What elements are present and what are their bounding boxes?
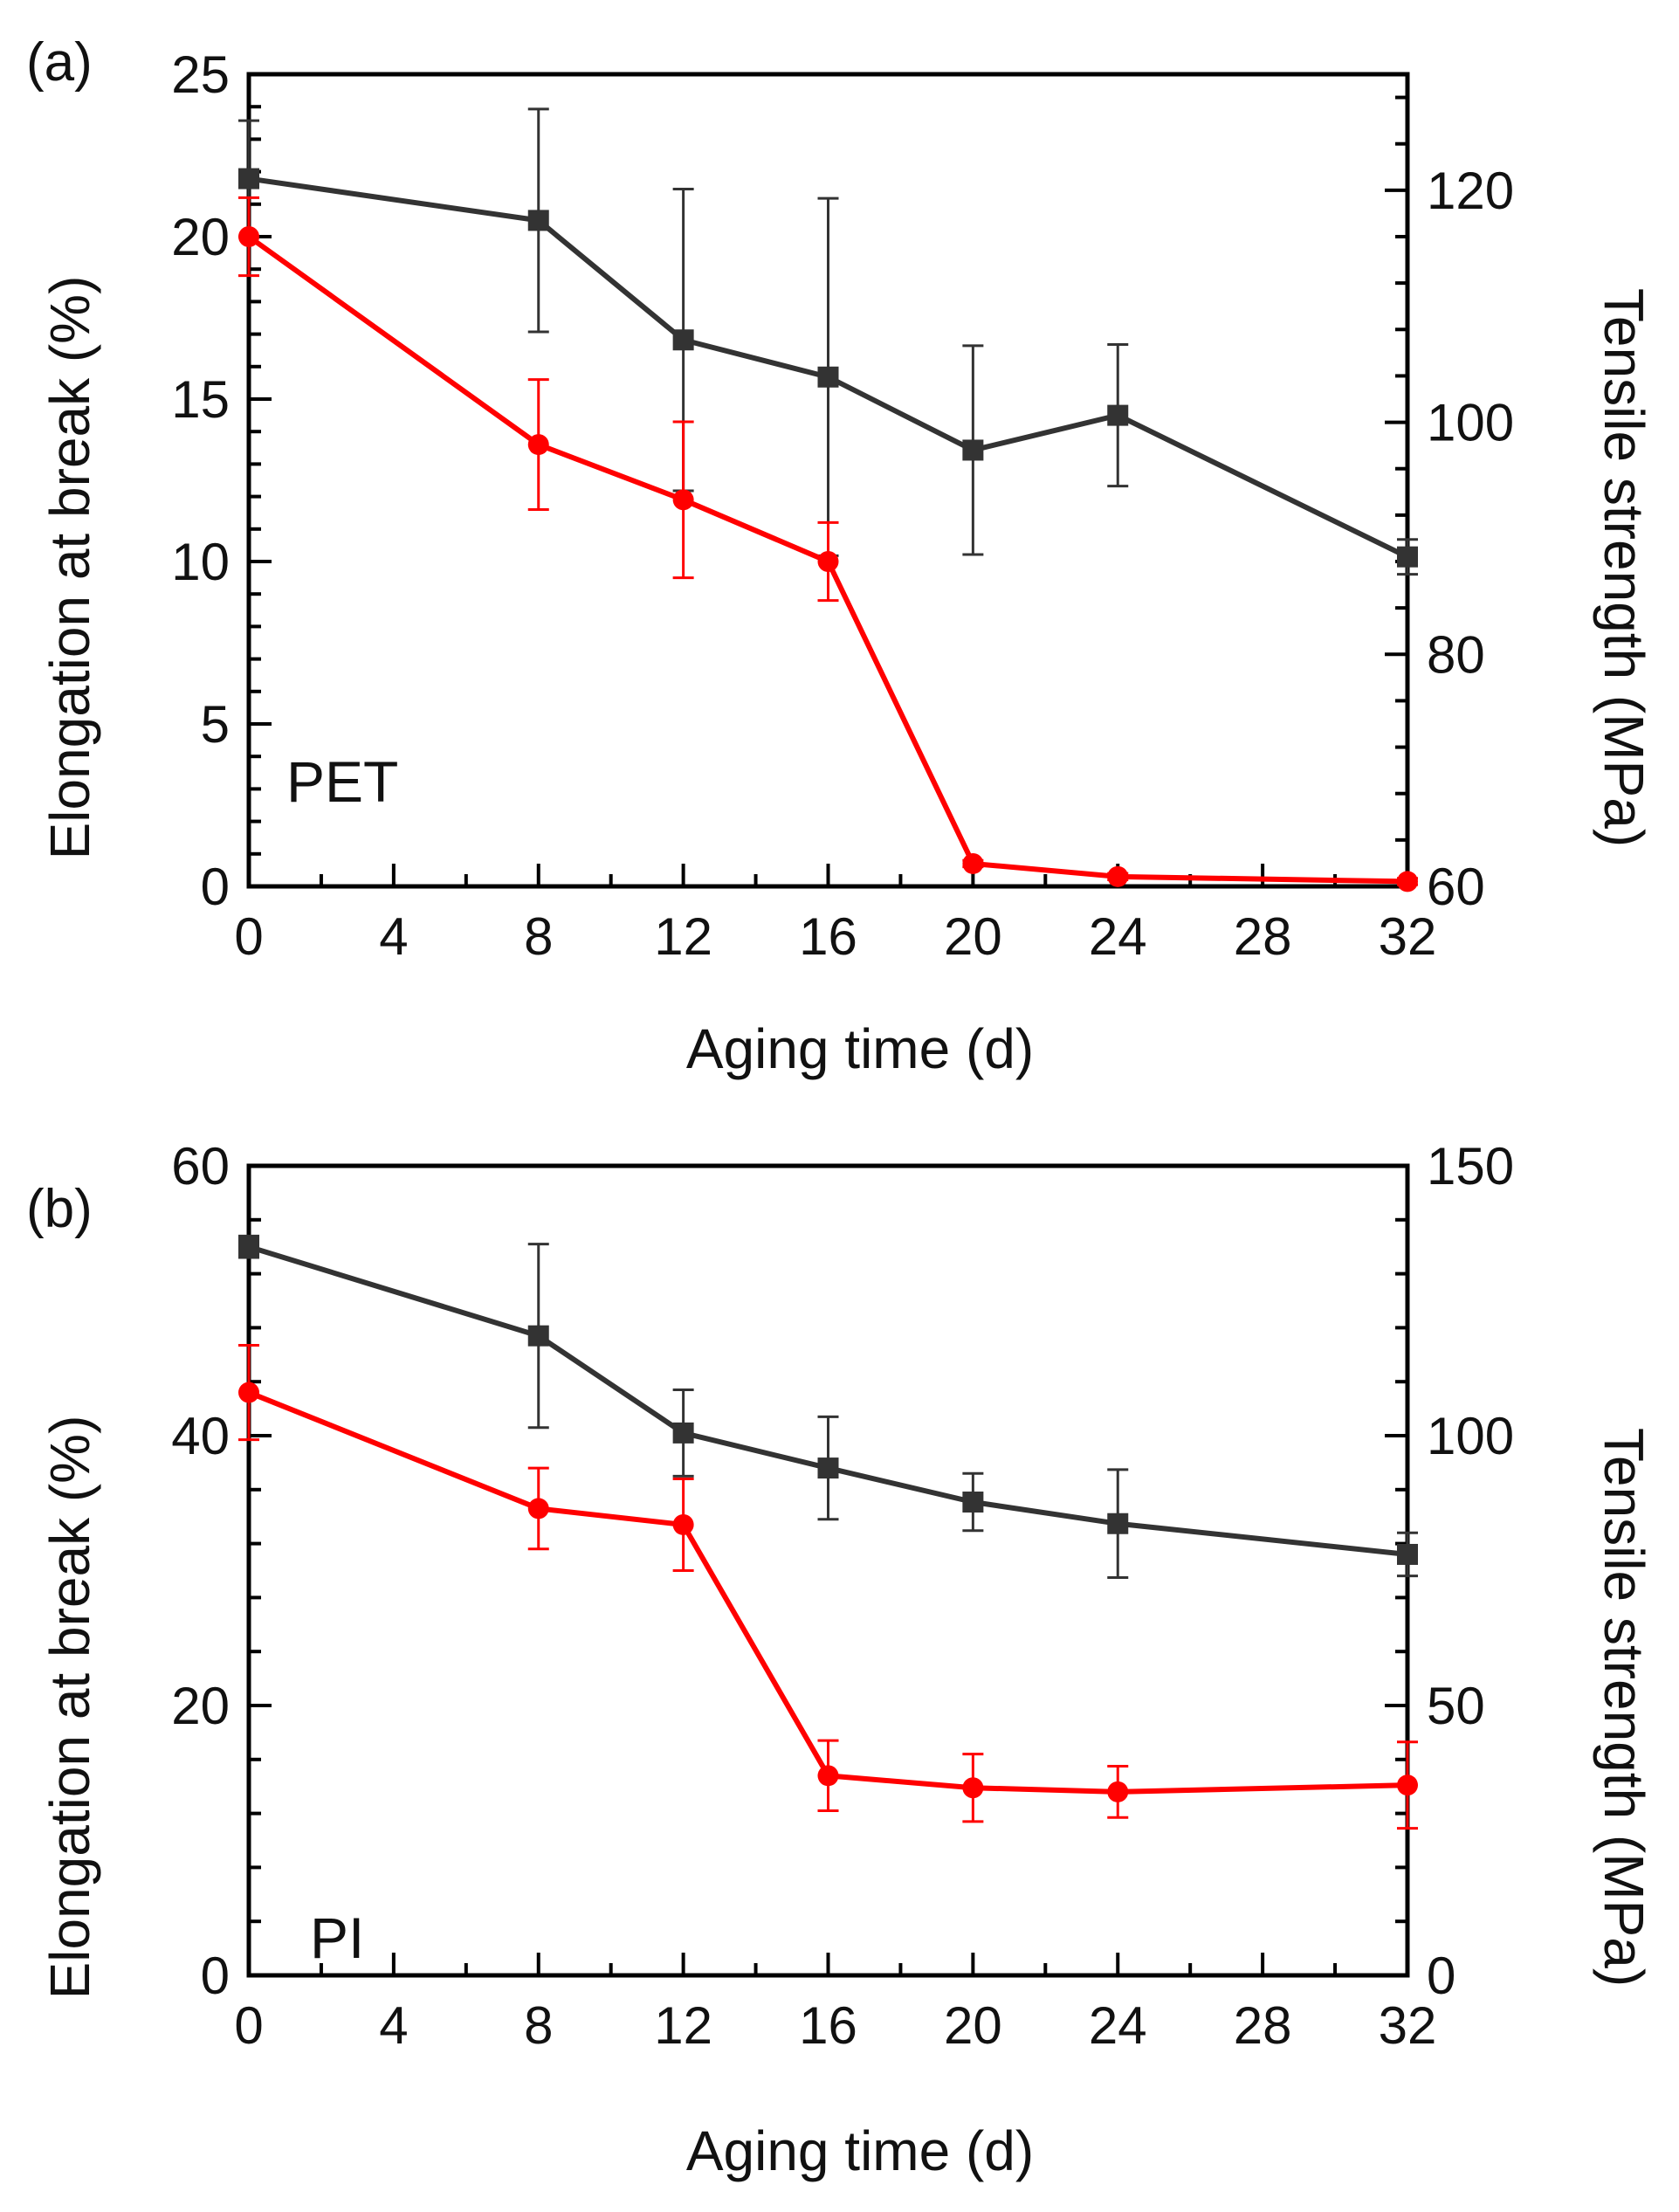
x-tick-label: 32 (1379, 1996, 1437, 2055)
elongation-at-break-point (962, 852, 984, 874)
y-right-tick-label: 50 (1427, 1677, 1485, 1735)
y-left-tick-label: 10 (171, 533, 230, 591)
y-left-tick-label: 0 (201, 1947, 230, 2005)
y-axis-title-left: Elongation at break (%) (38, 276, 101, 860)
elongation-at-break-point (962, 1777, 984, 1799)
y-right-tick-label: 100 (1427, 1407, 1514, 1465)
tensile-strength-point (817, 1457, 839, 1479)
tensile-strength-point (238, 168, 259, 190)
y-axis-title-right: Tensile strength (MPa) (1593, 1428, 1655, 1987)
tensile-strength-point (672, 1422, 694, 1444)
elongation-at-break-point (817, 551, 839, 572)
y-axis-title-left: Elongation at break (%) (38, 1416, 101, 2000)
x-tick-label: 0 (234, 907, 263, 966)
x-tick-label: 24 (1089, 1996, 1147, 2055)
elongation-at-break-point (672, 489, 694, 511)
x-tick-label: 16 (799, 907, 857, 966)
x-tick-label: 12 (654, 907, 712, 966)
x-tick-label: 16 (799, 1996, 857, 2055)
y-right-tick-label: 150 (1427, 1137, 1514, 1196)
y-right-tick-label: 0 (1427, 1947, 1455, 2005)
y-right-tick-label: 60 (1427, 858, 1485, 916)
y-left-tick-label: 0 (201, 858, 230, 916)
elongation-at-break-point (1397, 1774, 1418, 1796)
tensile-strength-point (1397, 1543, 1418, 1565)
elongation-at-break-point (527, 1498, 549, 1519)
elongation-at-break-point (672, 1513, 694, 1535)
tensile-strength-point (1107, 1513, 1129, 1534)
elongation-at-break-point (1107, 865, 1129, 887)
panel-a: (a) PET Aging time (d) Elongation at bre… (26, 32, 1655, 1080)
y-right-tick-label: 80 (1427, 625, 1485, 684)
x-tick-label: 32 (1379, 907, 1437, 966)
plot-frame (246, 1163, 1410, 1978)
y-left-tick-label: 5 (201, 695, 230, 754)
x-tick-label: 8 (524, 907, 553, 966)
tensile-strength-point (1397, 546, 1418, 568)
x-tick-label: 4 (379, 1996, 408, 2055)
material-label: PET (286, 749, 398, 814)
x-axis-title: Aging time (d) (686, 2119, 1034, 2182)
y-left-tick-label: 25 (171, 45, 230, 104)
elongation-at-break-point (527, 434, 549, 456)
x-tick-label: 8 (524, 1996, 553, 2055)
tensile-strength-point (527, 1325, 549, 1347)
y-right-tick-label: 100 (1427, 394, 1514, 452)
elongation-at-break-point (238, 226, 259, 247)
x-tick-label: 12 (654, 1996, 712, 2055)
tensile-strength-point (238, 1236, 259, 1258)
tensile-strength-point (672, 329, 694, 351)
y-left-tick-label: 60 (171, 1137, 230, 1196)
y-axis-title-right: Tensile strength (MPa) (1593, 288, 1655, 847)
x-tick-label: 24 (1089, 907, 1147, 966)
elongation-at-break-point (817, 1765, 839, 1787)
panel-label: (b) (26, 1179, 93, 1239)
tensile-strength-point (817, 366, 839, 388)
tensile-strength-point (1107, 404, 1129, 426)
y-left-tick-label: 15 (171, 370, 230, 429)
panel-b: (b) PI Aging time (d) Elongation at brea… (26, 1137, 1655, 2182)
x-tick-label: 0 (234, 1996, 263, 2055)
x-tick-label: 20 (944, 907, 1002, 966)
x-axis-title: Aging time (d) (686, 1017, 1034, 1080)
elongation-at-break-point (1397, 871, 1418, 892)
tensile-strength-point (962, 1492, 984, 1513)
panel-label: (a) (26, 32, 93, 93)
tensile-strength-point (527, 210, 549, 231)
y-left-tick-label: 20 (171, 208, 230, 266)
x-tick-label: 20 (944, 1996, 1002, 2055)
y-right-tick-label: 120 (1427, 162, 1514, 220)
material-label: PI (310, 1905, 364, 1970)
elongation-at-break-point (1107, 1781, 1129, 1802)
x-tick-label: 4 (379, 907, 408, 966)
x-tick-label: 28 (1234, 1996, 1292, 2055)
elongation-at-break-point (238, 1382, 259, 1403)
y-left-tick-label: 40 (171, 1407, 230, 1465)
x-tick-label: 28 (1234, 907, 1292, 966)
tensile-strength-point (962, 439, 984, 461)
y-left-tick-label: 20 (171, 1677, 230, 1735)
